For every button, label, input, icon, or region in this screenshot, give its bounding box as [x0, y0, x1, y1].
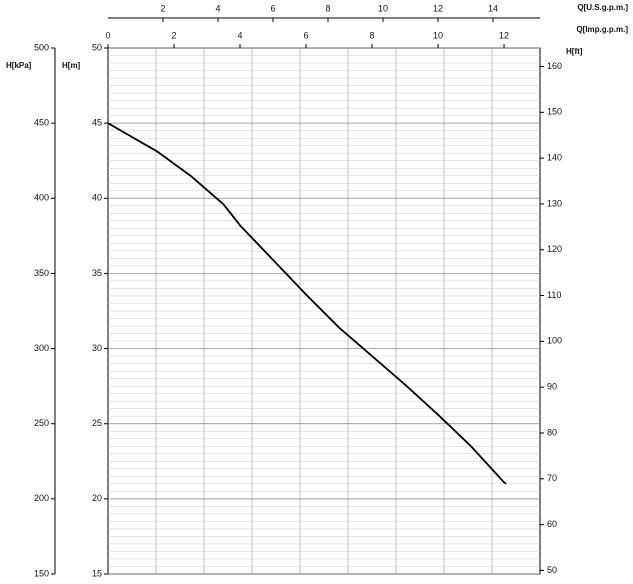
- y2-tick-label: 50: [547, 565, 557, 575]
- x-tick-label: 6: [304, 30, 309, 40]
- y2-tick-label: 150: [547, 107, 562, 117]
- y2-tick-label: 70: [547, 473, 557, 483]
- x-tick-label: 0: [105, 30, 110, 40]
- y3-tick-label: 400: [34, 193, 49, 203]
- y3-tick-label: 500: [34, 42, 49, 52]
- pump-curve: [107, 122, 507, 485]
- y-axis-label: H[m]: [62, 61, 81, 70]
- y3-tick-label: 350: [34, 268, 49, 278]
- x2-tick-label: 12: [433, 3, 443, 13]
- x2-tick-label: 2: [160, 3, 165, 13]
- y2-tick-label: 130: [547, 198, 562, 208]
- y-tick-label: 50: [92, 42, 102, 52]
- y-tick-label: 15: [92, 568, 102, 578]
- x-tick-label: 8: [370, 30, 375, 40]
- y3-tick-label: 200: [34, 493, 49, 503]
- y-tick-label: 30: [92, 343, 102, 353]
- x2-tick-label: 8: [325, 3, 330, 13]
- x-tick-label: 12: [499, 30, 509, 40]
- x-tick-label: 4: [238, 30, 243, 40]
- y-tick-label: 25: [92, 418, 102, 428]
- x-tick-label: 2: [171, 30, 176, 40]
- y2-axis-label: H[ft]: [566, 47, 583, 56]
- y3-tick-label: 450: [34, 118, 49, 128]
- y-tick-label: 45: [92, 118, 102, 128]
- y2-tick-label: 80: [547, 427, 557, 437]
- y3-tick-label: 250: [34, 418, 49, 428]
- y2-tick-label: 160: [547, 61, 562, 71]
- x2-tick-label: 14: [488, 3, 498, 13]
- x2-axis-label: Q[U.S.g.p.m.]: [577, 3, 628, 12]
- y3-axis-label: H[kPa]: [6, 61, 32, 70]
- y3-tick-label: 300: [34, 343, 49, 353]
- y3-tick-label: 150: [34, 568, 49, 578]
- y2-tick-label: 90: [547, 382, 557, 392]
- x-tick-label: 10: [433, 30, 443, 40]
- y2-tick-label: 110: [547, 290, 561, 300]
- y-tick-label: 40: [92, 193, 102, 203]
- y2-tick-label: 140: [547, 152, 562, 162]
- x-axis-label: Q[Imp.g.p.m.]: [576, 25, 628, 34]
- y2-tick-label: 100: [547, 336, 562, 346]
- y-tick-label: 20: [92, 493, 102, 503]
- x2-tick-label: 10: [378, 3, 388, 13]
- y2-tick-label: 60: [547, 519, 557, 529]
- x2-tick-label: 6: [270, 3, 275, 13]
- x2-tick-label: 4: [215, 3, 220, 13]
- y-tick-label: 35: [92, 268, 102, 278]
- y2-tick-label: 120: [547, 244, 562, 254]
